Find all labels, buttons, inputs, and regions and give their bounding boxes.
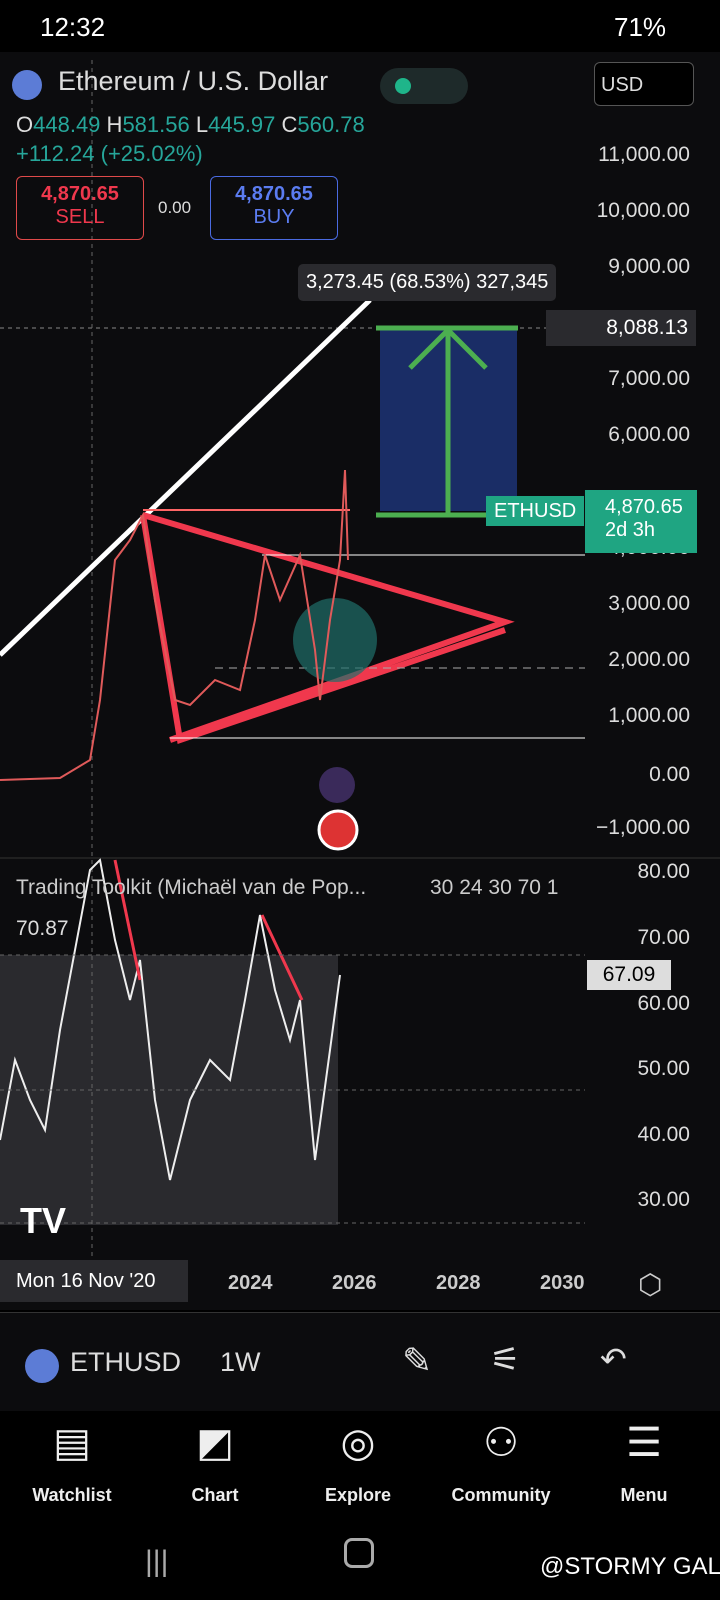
indicator-current: 67.09	[587, 960, 671, 990]
arrow	[376, 325, 518, 518]
price-label: 0.00	[649, 763, 690, 786]
nav-icon[interactable]: ☰	[626, 1421, 662, 1465]
nav-label[interactable]: Chart	[191, 1485, 239, 1505]
ohlc: O448.49 H581.56 L445.97 C560.78	[16, 112, 365, 138]
symbol-tag: ETHUSD	[486, 496, 585, 526]
settings-icon[interactable]: ⬡	[638, 1269, 663, 1300]
eth-icon	[25, 1349, 59, 1383]
price-series	[0, 469, 349, 781]
price-label: 2,000.00	[608, 648, 690, 671]
highlight	[293, 598, 377, 682]
currency-select[interactable]: USD	[594, 62, 694, 106]
indicator-icon[interactable]: ⚟	[490, 1341, 521, 1379]
watermark: @STORMY GAL	[540, 1553, 720, 1580]
clock: 12:32	[40, 12, 106, 42]
year-label: 2030	[540, 1272, 585, 1294]
flag-icon	[317, 809, 359, 851]
nav-label[interactable]: Community	[451, 1485, 551, 1505]
last-price: 4,870.65 2d 3h	[585, 490, 697, 553]
symbol-title: Ethereum / U.S. Dollar	[58, 66, 329, 96]
label: O	[16, 112, 34, 137]
indicator-params: 30 24 30 70 1	[430, 876, 559, 899]
event-icon	[319, 767, 355, 803]
price-label: 3,000.00	[608, 592, 690, 615]
nav-label[interactable]: Watchlist	[32, 1485, 112, 1505]
nav-label[interactable]: Menu	[620, 1485, 668, 1505]
draw-icon[interactable]: ✎	[402, 1340, 433, 1381]
indicator-name: Trading Toolkit (Michaël van de Pop...	[16, 876, 367, 899]
label: L	[195, 112, 209, 137]
value: 445.97	[208, 112, 276, 137]
indicator-label: 80.00	[637, 860, 690, 883]
nav-icon[interactable]: ◩	[196, 1421, 234, 1465]
trendline	[0, 298, 372, 657]
price: 4,870.65	[605, 496, 683, 518]
value: 448.49	[33, 112, 101, 137]
price-label: 9,000.00	[608, 255, 690, 278]
price-label: 1,000.00	[608, 704, 690, 727]
divergence	[113, 859, 304, 1001]
indicator-label: 60.00	[637, 992, 690, 1015]
price-label: 10,000.00	[596, 199, 690, 222]
triangle	[140, 512, 515, 744]
logo: TV	[20, 1200, 67, 1241]
nav-icon[interactable]: ◎	[340, 1421, 376, 1465]
dot	[395, 78, 411, 94]
interval[interactable]: 1W	[220, 1347, 261, 1377]
indicator-label: 70.00	[637, 926, 690, 949]
buy-button[interactable]: 4,870.65 BUY	[210, 176, 338, 240]
year-label: 2028	[436, 1272, 481, 1294]
rsi-series	[0, 857, 341, 1181]
crosshair-price: 8,088.13	[546, 310, 696, 346]
nav-icon[interactable]: ⚇	[483, 1421, 519, 1465]
price: 4,870.65	[41, 183, 119, 205]
label: SELL	[55, 206, 105, 228]
undo-icon[interactable]: ↶	[600, 1341, 627, 1377]
toolbar-symbol[interactable]: ETHUSD	[70, 1347, 182, 1377]
crosshair-date: Mon 16 Nov '20	[0, 1260, 188, 1302]
nav-icon[interactable]: ▤	[53, 1421, 91, 1465]
eth-icon	[12, 70, 42, 100]
change: +112.24 (+25.02%)	[16, 141, 203, 166]
price-label: −1,000.00	[595, 816, 690, 839]
price: 4,870.65	[235, 183, 313, 205]
price-label: 11,000.00	[598, 143, 690, 166]
year-label: 2024	[228, 1272, 273, 1294]
label: H	[106, 112, 123, 137]
countdown: 2d 3h	[605, 519, 656, 541]
price-label: 6,000.00	[608, 423, 690, 446]
nav-label[interactable]: Explore	[324, 1485, 392, 1505]
spread: 0.00	[158, 198, 192, 217]
battery: 71%	[614, 12, 667, 42]
indicator-label: 50.00	[637, 1057, 690, 1080]
sell-button[interactable]: 4,870.65 SELL	[16, 176, 144, 240]
measure-label: 3,273.45 (68.53%) 327,345	[298, 264, 557, 301]
value: 581.56	[122, 112, 190, 137]
year-labels: 2024 2026 2028 2030	[0, 1270, 585, 1300]
value: 560.78	[297, 112, 365, 137]
indicator-label: 40.00	[637, 1123, 690, 1146]
toolbar	[0, 1312, 720, 1411]
chart-drawing	[0, 60, 720, 1260]
label: BUY	[253, 206, 295, 228]
price-label: 7,000.00	[608, 367, 690, 390]
label: C	[281, 112, 298, 137]
home-button[interactable]	[344, 1538, 374, 1568]
indicator-value: 70.87	[16, 917, 69, 940]
year-label: 2026	[332, 1272, 377, 1294]
recents-button[interactable]: |||	[145, 1545, 169, 1578]
toggle	[380, 68, 468, 104]
chart-area	[0, 52, 720, 860]
indicator-label: 30.00	[637, 1188, 690, 1211]
